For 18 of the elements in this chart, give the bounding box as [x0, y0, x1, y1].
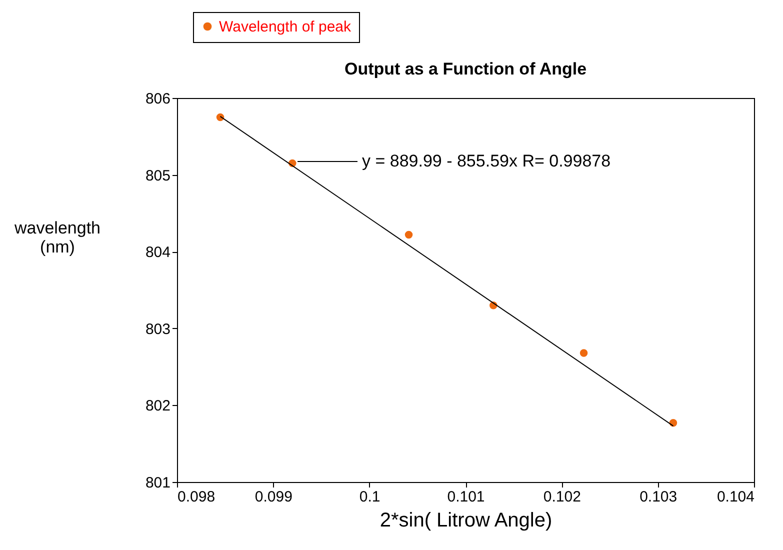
y-tick-label: 801 [145, 474, 170, 492]
y-tick-label: 805 [145, 167, 170, 184]
legend-label: Wavelength of peak [219, 18, 352, 36]
x-tick-label: 0.102 [543, 488, 581, 506]
x-axis-title: 2*sin( Litrow Angle) [380, 510, 552, 532]
x-tick-label: 0.098 [178, 488, 216, 506]
x-tick-label: 0.099 [254, 488, 292, 506]
y-axis-title: wavelength (nm) [13, 218, 101, 256]
y-tick-label: 803 [145, 320, 170, 338]
chart-title: Output as a Function of Angle [344, 60, 587, 78]
y-tick-label: 802 [145, 398, 170, 415]
y-tick-label: 806 [145, 90, 170, 108]
x-tick-label: 0.1 [359, 488, 380, 506]
x-tick-label: 0.103 [640, 488, 678, 506]
x-tick-label: 0.101 [447, 488, 485, 506]
legend-label: y = 889.99 - 855.59x R= 0.99878 [362, 152, 611, 170]
y-tick-label: 804 [145, 244, 170, 262]
x-tick-label: 0.104 [716, 488, 754, 506]
